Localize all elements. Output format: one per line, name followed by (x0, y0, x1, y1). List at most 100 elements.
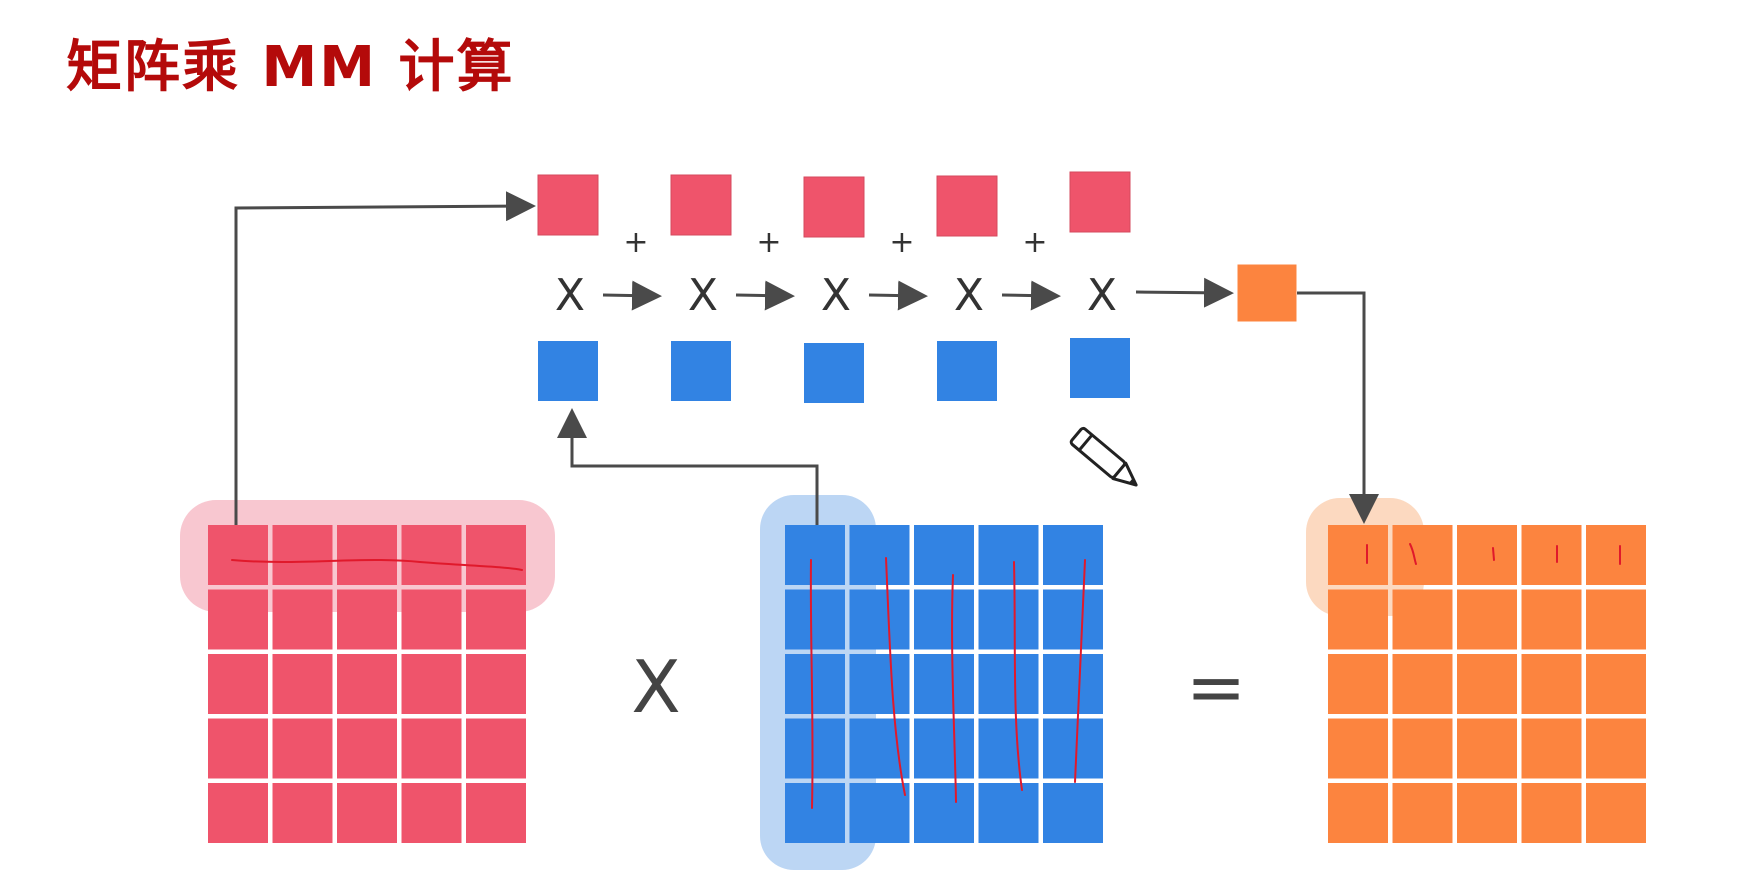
matrix-c-cell (1521, 718, 1582, 779)
chain-to-result-arrow (1135, 277, 1234, 308)
matrix-c-cell (1586, 525, 1646, 585)
matrix-b-cell (914, 783, 974, 843)
matrix-b-cell (914, 525, 974, 585)
matrix-b-cell (785, 783, 845, 843)
chain-b-cell (804, 343, 864, 403)
chain-plus-sign: + (623, 225, 648, 260)
matrix-c-cell (1457, 525, 1517, 585)
chain-times-sign: X (954, 270, 984, 321)
matrix-a-cell (208, 589, 268, 650)
matrix-a-cell (272, 525, 333, 585)
row-to-chain-arrow (234, 191, 536, 525)
chain-a-cell (1069, 171, 1131, 233)
matrix-a-cell (272, 718, 333, 779)
matrix-c-cell (1521, 589, 1582, 650)
column-annotation-stroke-2 (885, 557, 906, 796)
matrix-a-cell (401, 718, 462, 779)
matrix-a-cell (401, 589, 462, 650)
matrix-c-cell (1457, 654, 1517, 714)
matrix-b (785, 525, 1103, 843)
matrix-c-cell (1457, 589, 1517, 650)
column-annotation-stroke-5 (1074, 559, 1086, 783)
matrix-b-cell (849, 589, 910, 650)
matrix-a-cell (208, 654, 268, 714)
matrix-b-cell (785, 654, 845, 714)
chain-step-arrow (735, 280, 795, 311)
matrix-b-cell (785, 589, 845, 650)
matrix-c-cell (1328, 783, 1388, 843)
result-to-matrix-c-arrow (1297, 291, 1379, 524)
matrix-b-cell (914, 718, 974, 779)
matrix-a-cell (208, 525, 268, 585)
chain-times-sign: X (688, 270, 718, 321)
matrix-b-cell (978, 718, 1039, 779)
matrix-c-cell (1328, 525, 1388, 585)
page-title: 矩阵乘 MM 计算 (66, 35, 515, 100)
matrix-b-cell (1043, 589, 1103, 650)
matrix-equals-sign: = (1186, 645, 1246, 729)
matrix-a-cell (337, 654, 397, 714)
matrix-a-cell (337, 525, 397, 585)
matrix-a-cell (272, 783, 333, 843)
matrix-c-cell (1392, 589, 1453, 650)
matrix-b-cell (1043, 654, 1103, 714)
matrix-b-cell (785, 525, 845, 585)
chain-plus-sign: + (1022, 225, 1047, 260)
matrix-a-cell (401, 525, 462, 585)
matrix-b-cell (849, 783, 910, 843)
chain-times-sign: X (821, 270, 851, 321)
cell-annotation-stroke-3 (1492, 547, 1495, 561)
matrix-c-cell (1392, 718, 1453, 779)
chain-a-cell (537, 174, 599, 236)
matrix-b-cell (849, 654, 910, 714)
matrix-a-cell (466, 654, 526, 714)
matrix-a-cell (272, 589, 333, 650)
annotation-strokes (231, 543, 1621, 809)
chain-b-cell (671, 341, 731, 401)
chain-plus-sign: + (756, 225, 781, 260)
matrix-a-cell (466, 525, 526, 585)
matrix-a (208, 525, 526, 843)
chain-times-sign: X (555, 270, 585, 321)
matrix-b-cell (1043, 783, 1103, 843)
matrix-c-cell (1521, 525, 1582, 585)
matrix-b-cell (785, 718, 845, 779)
matrix-b-cell (978, 525, 1039, 585)
matrix-a-cell (337, 783, 397, 843)
chain-times-sign: X (1087, 270, 1117, 321)
matrix-b-cell (1043, 525, 1103, 585)
chain-step-arrow (868, 280, 928, 311)
row-annotation-stroke (231, 559, 523, 571)
matrix-c-cell (1392, 525, 1453, 585)
matrix-c-cell (1586, 783, 1646, 843)
column-annotation-stroke-1 (809, 559, 814, 809)
matrix-c (1328, 525, 1646, 843)
matrix-a-cell (401, 783, 462, 843)
chain-a-cell (936, 175, 998, 237)
matrix-a-cell (466, 783, 526, 843)
chain-a-cell (803, 176, 865, 238)
matrix-b-cell (914, 589, 974, 650)
matrix-a-cell (337, 589, 397, 650)
dot-product-chain: X + X + X + X + X (537, 171, 1131, 403)
pencil-icon[interactable] (1069, 426, 1143, 492)
matrix-b-cell (914, 654, 974, 714)
matrix-a-cell (466, 589, 526, 650)
matrix-c-cell (1586, 718, 1646, 779)
column-annotation-stroke-4 (1013, 561, 1023, 791)
matrix-b-cell (978, 654, 1039, 714)
matrix-c-cell (1521, 654, 1582, 714)
matrix-c-cell (1328, 718, 1388, 779)
matrix-a-cell (466, 718, 526, 779)
cell-annotation-stroke-2 (1409, 543, 1417, 565)
matrix-c-cell (1521, 783, 1582, 843)
matrix-a-cell (208, 783, 268, 843)
matrix-c-cell (1586, 654, 1646, 714)
matrix-c-cell (1586, 589, 1646, 650)
matrix-c-cell (1328, 589, 1388, 650)
chain-step-arrow (1001, 280, 1061, 311)
matrix-b-cell (1043, 718, 1103, 779)
matrix-c-cell (1457, 783, 1517, 843)
column-to-chain-arrow (557, 408, 819, 525)
